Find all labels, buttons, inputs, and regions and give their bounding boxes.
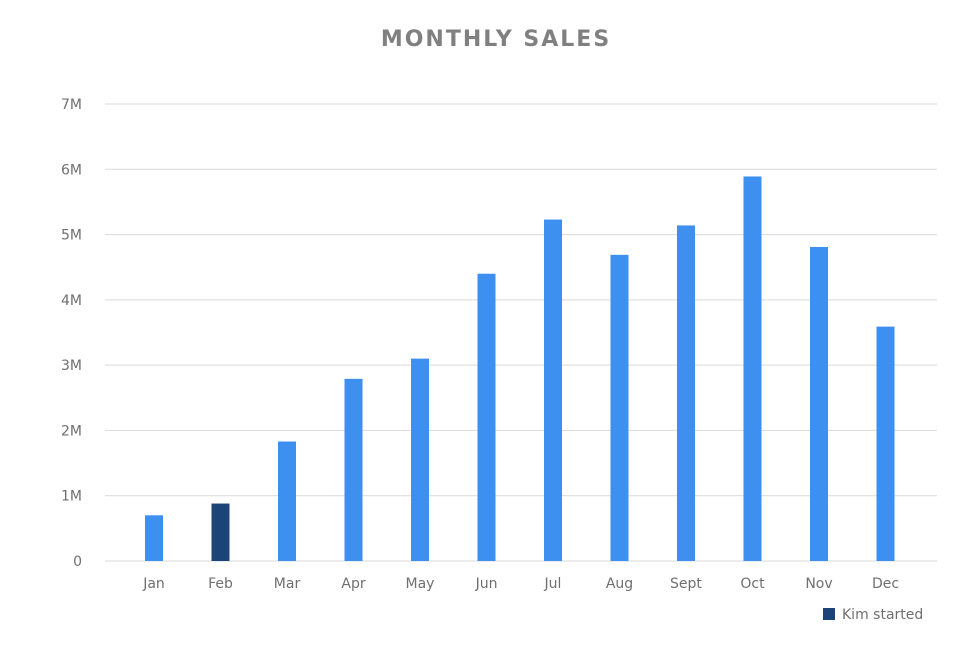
x-tick-label: Jul — [544, 576, 562, 592]
y-tick-label: 1M — [61, 489, 82, 505]
x-tick-label: Jan — [142, 576, 165, 592]
bar-jul — [544, 219, 562, 561]
x-tick-label: Dec — [872, 576, 899, 592]
legend-label: Kim started — [842, 607, 923, 623]
bar-aug — [610, 254, 629, 561]
x-tick-label: Jun — [475, 576, 498, 592]
bar-may — [411, 358, 429, 561]
x-tick-label: Apr — [341, 576, 365, 592]
bar-jan — [145, 515, 163, 561]
y-axis-ticks: 0 1M 2M 3M 4M 5M 6M 7M — [61, 97, 82, 570]
x-tick-label: Oct — [740, 576, 765, 592]
chart-title: MONTHLY SALES — [381, 27, 611, 52]
x-tick-label: Sept — [670, 576, 702, 592]
x-tick-label: Feb — [208, 576, 233, 592]
bar-apr — [344, 378, 363, 561]
legend: Kim started — [823, 607, 923, 623]
y-tick-label: 7M — [61, 97, 82, 113]
bar-sept — [677, 225, 695, 561]
x-tick-label: Nov — [805, 576, 832, 592]
legend-swatch — [823, 608, 835, 620]
bar-dec — [876, 326, 895, 561]
y-tick-label: 4M — [61, 293, 82, 309]
bar-oct — [743, 176, 762, 561]
gridlines — [105, 103, 937, 562]
y-tick-label: 2M — [61, 423, 82, 439]
bars — [145, 176, 895, 561]
x-tick-label: Mar — [274, 576, 301, 592]
bar-mar — [278, 441, 296, 561]
y-tick-label: 3M — [61, 358, 82, 374]
y-tick-label: 5M — [61, 228, 82, 244]
x-axis-ticks: Jan Feb Mar Apr May Jun Jul Aug Sept Oct Nov Dec — [142, 576, 899, 592]
bar-feb — [211, 503, 230, 561]
x-tick-label: May — [406, 576, 435, 592]
y-tick-label: 0 — [73, 554, 82, 570]
x-tick-label: Aug — [606, 576, 633, 592]
y-tick-label: 6M — [61, 162, 82, 178]
bar-jun — [477, 273, 496, 561]
bar-nov — [810, 246, 828, 561]
